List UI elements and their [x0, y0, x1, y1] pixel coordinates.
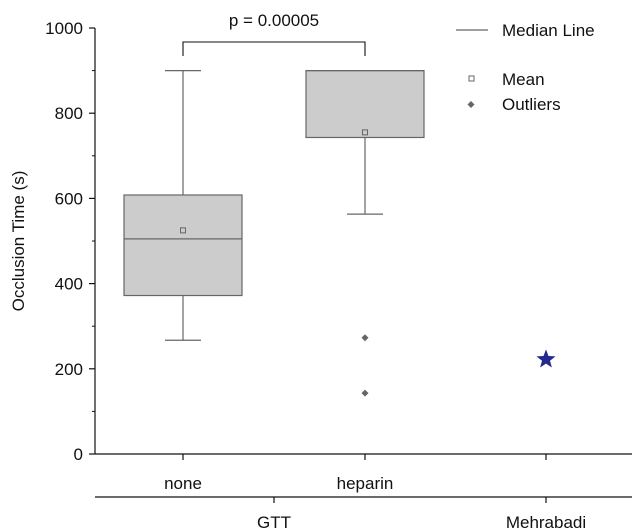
- interquartile-box: [123, 194, 243, 297]
- mean-marker: [180, 227, 186, 234]
- legend: Median Line Mean Outliers: [456, 21, 595, 114]
- category-label-heparin: heparin: [337, 474, 394, 493]
- y-tick-label: 600: [55, 189, 83, 208]
- legend-median-line-label: Median Line: [502, 21, 595, 40]
- y-tick-label: 800: [55, 104, 83, 123]
- axes: 0 200 400 600 800 1000 Occlusion Time (s) none h…: [9, 19, 632, 531]
- y-tick-label: 200: [55, 360, 83, 379]
- outlier-point: [361, 389, 369, 397]
- y-axis-title: Occlusion Time (s): [9, 171, 28, 312]
- y-tick-label: 0: [74, 445, 83, 464]
- significance-annotation: p = 0.00005: [182, 11, 366, 56]
- box-heparin: [305, 69, 425, 397]
- y-tick-label: 1000: [45, 19, 83, 38]
- outlier-point: [361, 334, 369, 342]
- legend-outliers-label: Outliers: [502, 95, 561, 114]
- interquartile-box: [305, 69, 425, 139]
- category-label-none: none: [164, 474, 202, 493]
- box-none: [123, 69, 243, 341]
- group-label-gtt: GTT: [257, 513, 291, 531]
- legend-mean-label: Mean: [502, 70, 545, 89]
- group-label-mehrabadi: Mehrabadi: [506, 513, 586, 531]
- mean-marker: [362, 129, 368, 136]
- legend-outlier-symbol: [467, 101, 475, 108]
- box-plots: [123, 69, 556, 397]
- reference-star-point: [536, 349, 556, 368]
- legend-mean-symbol: [468, 75, 475, 82]
- p-value-label: p = 0.00005: [229, 11, 319, 30]
- y-tick-label: 400: [55, 275, 83, 294]
- significance-bracket: [182, 41, 366, 56]
